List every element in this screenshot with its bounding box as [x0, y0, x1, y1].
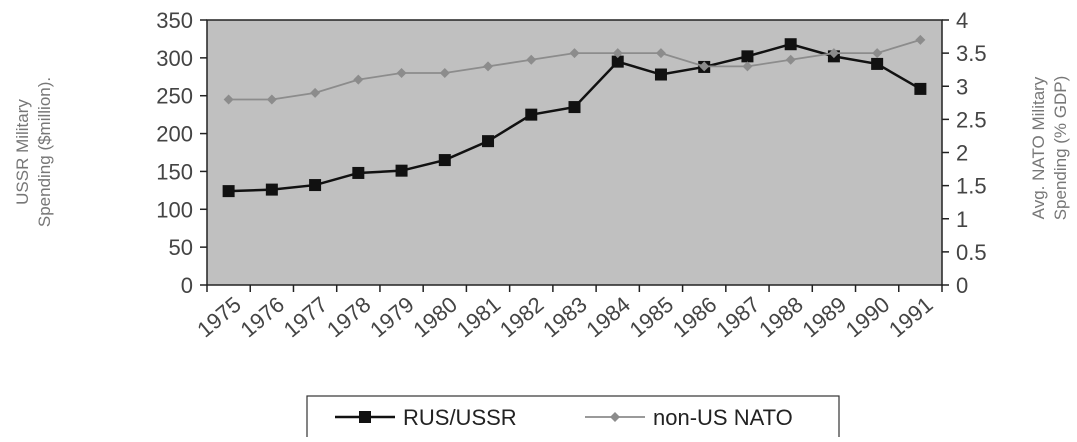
- data-point-non-us-nato: [483, 61, 494, 72]
- data-point-rus-ussr: [741, 50, 754, 63]
- right-axis-tick-label: 0: [956, 273, 968, 298]
- x-axis-tick-label: 1976: [235, 292, 289, 343]
- x-axis-tick-label: 1981: [452, 292, 506, 343]
- plot-area: [206, 19, 943, 286]
- data-point-non-us-nato: [310, 87, 321, 98]
- left-axis-tick-label: 200: [156, 122, 193, 147]
- data-point-non-us-nato: [223, 94, 234, 105]
- right-axis-tick-label: 4: [956, 8, 968, 33]
- left-axis-tick-label: 350: [156, 8, 193, 33]
- data-point-rus-ussr: [352, 166, 365, 179]
- data-point-rus-ussr: [871, 57, 884, 70]
- data-point-rus-ussr: [309, 179, 322, 192]
- left-axis-title: USSR Military: [13, 99, 32, 205]
- data-point-non-us-nato: [526, 54, 537, 65]
- x-axis-tick-label: 1975: [192, 292, 246, 343]
- right-axis-tick-label: 3: [956, 74, 968, 99]
- data-point-non-us-nato: [266, 94, 277, 105]
- x-axis-tick-label: 1991: [884, 292, 938, 343]
- legend-box: [306, 395, 840, 441]
- data-point-rus-ussr: [265, 183, 278, 196]
- x-axis-tick-label: 1979: [365, 292, 419, 343]
- data-point-non-us-nato: [569, 48, 580, 59]
- data-point-non-us-nato: [612, 48, 623, 59]
- data-point-non-us-nato: [396, 68, 407, 78]
- data-point-rus-ussr: [568, 101, 581, 114]
- legend-label-rus-ussr: RUS/USSR: [403, 405, 517, 430]
- x-axis-tick-label: 1990: [841, 292, 895, 343]
- data-point-non-us-nato: [353, 74, 364, 85]
- x-axis-tick-label: 1982: [495, 292, 549, 343]
- x-axis-tick-label: 1978: [322, 292, 376, 343]
- x-axis-tick-label: 1984: [581, 292, 635, 343]
- data-point-rus-ussr: [914, 82, 927, 95]
- data-point-rus-ussr: [438, 154, 451, 167]
- left-axis-tick-label: 250: [156, 84, 193, 109]
- x-axis-tick-label: 1988: [754, 292, 808, 343]
- left-axis-tick-label: 300: [156, 46, 193, 71]
- x-axis-tick-label: 1980: [408, 292, 462, 343]
- x-axis-tick-label: 1983: [538, 292, 592, 343]
- data-point-rus-ussr: [395, 164, 408, 177]
- data-point-non-us-nato: [915, 34, 926, 45]
- x-axis-tick-label: 1985: [625, 292, 679, 343]
- data-point-non-us-nato: [655, 48, 666, 59]
- data-point-rus-ussr: [222, 185, 235, 198]
- data-point-non-us-nato: [785, 54, 796, 65]
- left-axis-tick-label: 50: [169, 235, 193, 260]
- data-point-non-us-nato: [699, 61, 710, 72]
- data-point-non-us-nato: [439, 68, 450, 78]
- right-axis-tick-label: 0.5: [956, 240, 987, 265]
- data-point-non-us-nato: [872, 48, 883, 59]
- left-axis-tick-label: 150: [156, 159, 193, 184]
- left-axis-tick-label: 0: [181, 273, 193, 298]
- left-axis-tick-label: 100: [156, 197, 193, 222]
- x-axis-tick-label: 1977: [279, 292, 333, 343]
- x-axis-tick-label: 1989: [798, 292, 852, 343]
- right-axis-tick-label: 1.5: [956, 174, 987, 199]
- data-point-rus-ussr: [654, 68, 667, 81]
- right-axis-tick-label: 1: [956, 207, 968, 232]
- right-axis-tick-label: 2: [956, 141, 968, 166]
- data-point-rus-ussr: [525, 108, 538, 121]
- data-point-non-us-nato: [828, 48, 839, 59]
- x-axis-tick-label: 1987: [711, 292, 765, 343]
- left-axis-title: Spending ($million).: [35, 77, 54, 227]
- legend-marker-non-us-nato: [610, 412, 620, 422]
- right-axis-tick-label: 3.5: [956, 41, 987, 66]
- right-axis-tick-label: 2.5: [956, 107, 987, 132]
- data-point-rus-ussr: [482, 135, 495, 148]
- legend-label-non-us-nato: non-US NATO: [653, 405, 793, 430]
- data-point-non-us-nato: [742, 61, 753, 72]
- x-axis-tick-label: 1986: [668, 292, 722, 343]
- right-axis-title: Spending (% GDP): [1051, 76, 1070, 221]
- data-point-rus-ussr: [784, 38, 797, 51]
- right-axis-title: Avg. NATO Military: [1029, 76, 1048, 219]
- data-point-rus-ussr: [611, 55, 624, 68]
- legend-marker-rus-ussr: [359, 411, 371, 423]
